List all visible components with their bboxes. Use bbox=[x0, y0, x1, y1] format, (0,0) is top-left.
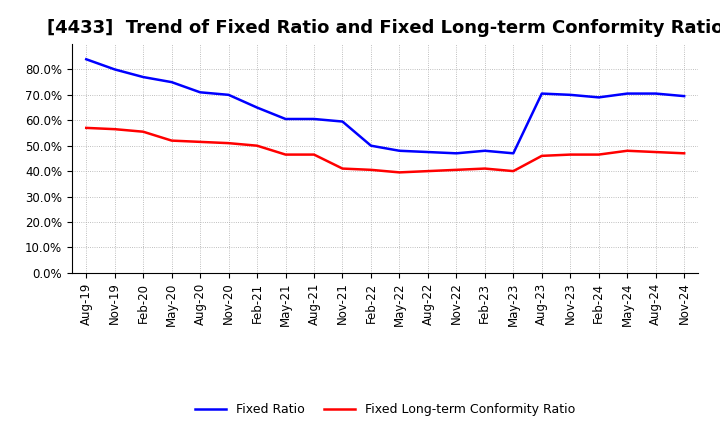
Line: Fixed Long-term Conformity Ratio: Fixed Long-term Conformity Ratio bbox=[86, 128, 684, 172]
Fixed Long-term Conformity Ratio bbox=[652, 150, 660, 155]
Fixed Long-term Conformity Ratio bbox=[225, 140, 233, 146]
Fixed Ratio bbox=[537, 91, 546, 96]
Fixed Long-term Conformity Ratio bbox=[566, 152, 575, 157]
Fixed Ratio bbox=[225, 92, 233, 98]
Title: [4433]  Trend of Fixed Ratio and Fixed Long-term Conformity Ratio: [4433] Trend of Fixed Ratio and Fixed Lo… bbox=[47, 19, 720, 37]
Fixed Ratio bbox=[395, 148, 404, 154]
Fixed Ratio bbox=[82, 57, 91, 62]
Fixed Ratio bbox=[566, 92, 575, 98]
Fixed Ratio bbox=[652, 91, 660, 96]
Fixed Long-term Conformity Ratio bbox=[310, 152, 318, 157]
Fixed Long-term Conformity Ratio bbox=[509, 169, 518, 174]
Fixed Long-term Conformity Ratio bbox=[338, 166, 347, 171]
Fixed Ratio bbox=[623, 91, 631, 96]
Fixed Ratio bbox=[366, 143, 375, 148]
Fixed Long-term Conformity Ratio bbox=[423, 169, 432, 174]
Fixed Long-term Conformity Ratio bbox=[253, 143, 261, 148]
Fixed Long-term Conformity Ratio bbox=[282, 152, 290, 157]
Fixed Long-term Conformity Ratio bbox=[139, 129, 148, 134]
Fixed Long-term Conformity Ratio bbox=[110, 127, 119, 132]
Fixed Ratio bbox=[423, 150, 432, 155]
Fixed Ratio bbox=[253, 105, 261, 110]
Fixed Ratio bbox=[110, 67, 119, 72]
Fixed Ratio bbox=[338, 119, 347, 124]
Legend: Fixed Ratio, Fixed Long-term Conformity Ratio: Fixed Ratio, Fixed Long-term Conformity … bbox=[190, 398, 580, 421]
Fixed Long-term Conformity Ratio bbox=[395, 170, 404, 175]
Fixed Ratio bbox=[196, 90, 204, 95]
Fixed Long-term Conformity Ratio bbox=[623, 148, 631, 154]
Fixed Ratio bbox=[282, 116, 290, 121]
Fixed Long-term Conformity Ratio bbox=[167, 138, 176, 143]
Fixed Ratio bbox=[139, 74, 148, 80]
Fixed Ratio bbox=[595, 95, 603, 100]
Fixed Long-term Conformity Ratio bbox=[452, 167, 461, 172]
Line: Fixed Ratio: Fixed Ratio bbox=[86, 59, 684, 153]
Fixed Long-term Conformity Ratio bbox=[537, 153, 546, 158]
Fixed Long-term Conformity Ratio bbox=[680, 150, 688, 156]
Fixed Ratio bbox=[480, 148, 489, 154]
Fixed Ratio bbox=[167, 80, 176, 85]
Fixed Long-term Conformity Ratio bbox=[480, 166, 489, 171]
Fixed Ratio bbox=[509, 150, 518, 156]
Fixed Ratio bbox=[452, 150, 461, 156]
Fixed Long-term Conformity Ratio bbox=[196, 139, 204, 144]
Fixed Ratio bbox=[310, 116, 318, 121]
Fixed Long-term Conformity Ratio bbox=[366, 167, 375, 172]
Fixed Long-term Conformity Ratio bbox=[595, 152, 603, 157]
Fixed Long-term Conformity Ratio bbox=[82, 125, 91, 131]
Fixed Ratio bbox=[680, 93, 688, 99]
